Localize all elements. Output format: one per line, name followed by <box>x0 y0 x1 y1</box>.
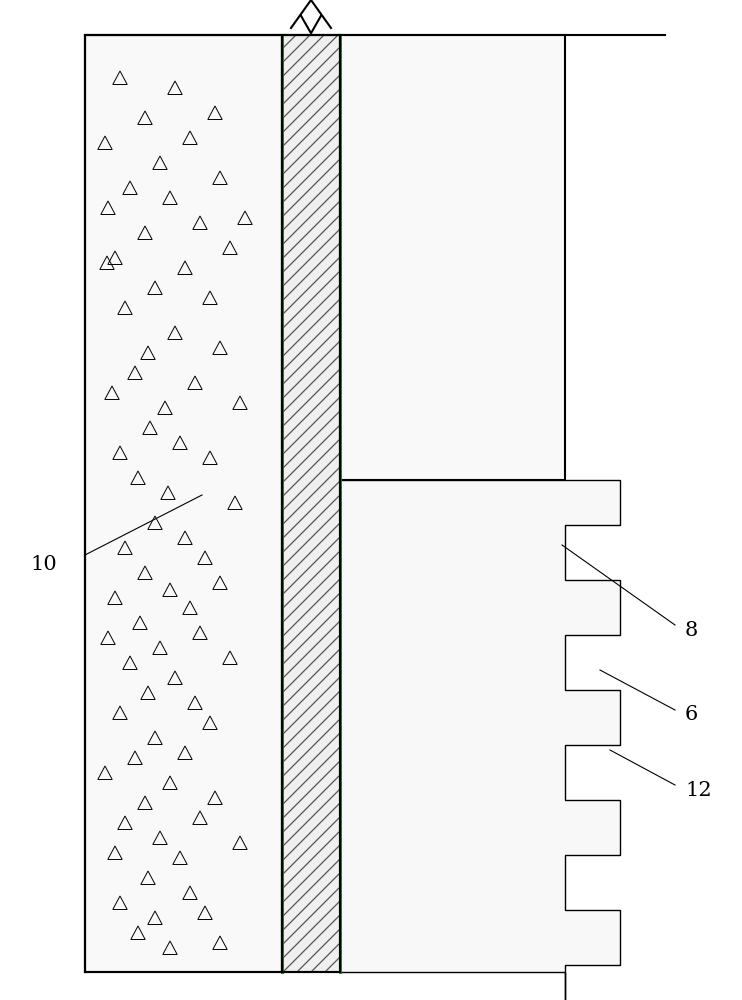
Polygon shape <box>340 480 620 1000</box>
Text: 10: 10 <box>30 556 56 574</box>
Text: 12: 12 <box>685 780 712 800</box>
Text: 6: 6 <box>685 706 698 724</box>
Text: 8: 8 <box>685 620 698 640</box>
Polygon shape <box>282 35 340 972</box>
Polygon shape <box>85 35 282 972</box>
Polygon shape <box>340 35 565 480</box>
